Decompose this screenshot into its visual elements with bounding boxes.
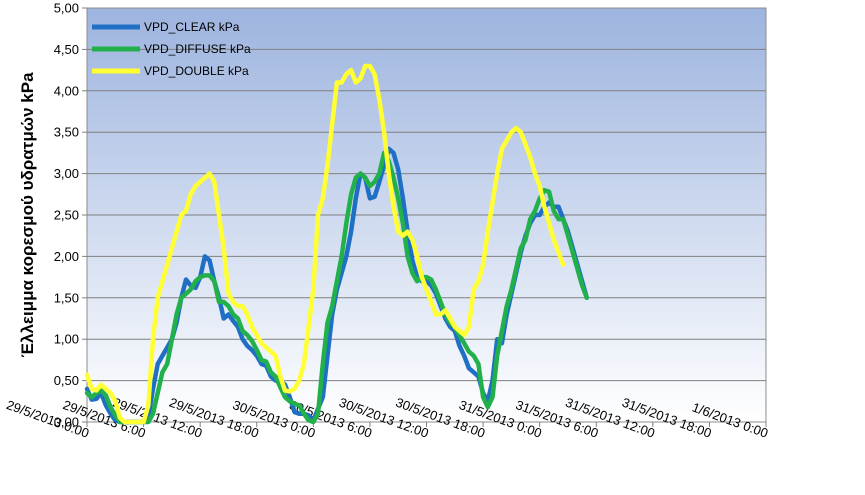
y-tick-label: 2,00 — [54, 249, 79, 264]
legend-label-2: VPD_DIFFUSE kPa — [144, 42, 251, 56]
series-line-2 — [84, 150, 590, 425]
y-axis-label: Έλλειμμα κορεσμού υδρατμών kPa — [18, 72, 37, 358]
y-tick-label: 4,50 — [54, 42, 79, 57]
y-axis-ticks: 0,00 0,50 1,00 1,50 2,00 2,50 3,00 3,50 4,00 4,50… — [54, 1, 87, 430]
y-tick-label: 1,50 — [54, 290, 79, 305]
y-tick-label: 3,50 — [54, 125, 79, 140]
y-tick-label: 5,00 — [54, 1, 79, 16]
y-tick-label: 3,00 — [54, 166, 79, 181]
series-line-3 — [84, 63, 566, 425]
legend: VPD_CLEAR kPa VPD_DIFFUSE kPa VPD_DOUBLE k… — [92, 20, 251, 78]
y-tick-label: 0,50 — [54, 373, 79, 388]
y-tick-label: 0,00 — [54, 415, 79, 430]
series-lines — [84, 63, 590, 425]
legend-label-3: VPD_DOUBLE kPa — [144, 64, 249, 78]
gridlines — [87, 48, 766, 382]
legend-label-1: VPD_CLEAR kPa — [144, 20, 240, 34]
y-tick-label: 4,00 — [54, 83, 79, 98]
y-tick-label: 1,00 — [54, 332, 79, 347]
y-tick-label: 2,50 — [54, 208, 79, 223]
